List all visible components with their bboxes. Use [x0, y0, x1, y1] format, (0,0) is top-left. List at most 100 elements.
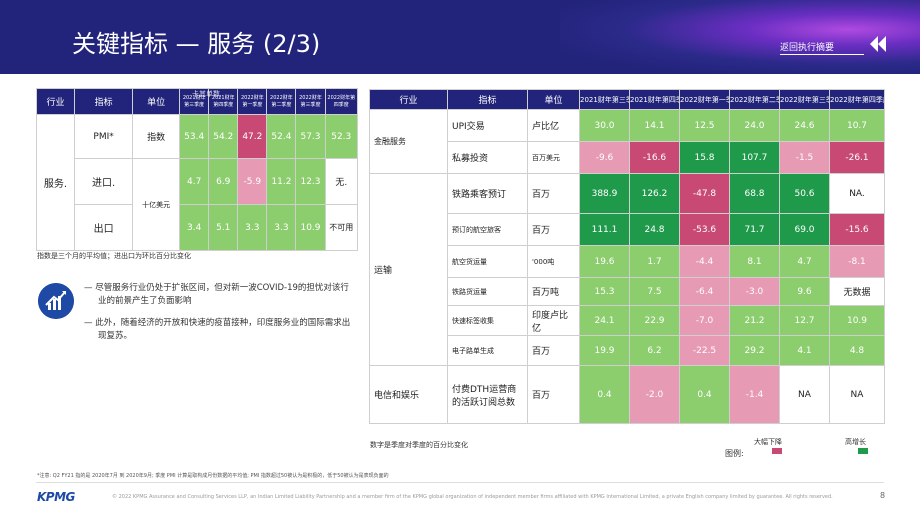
- col-header: 行业: [35, 88, 76, 115]
- value-cell: 4.7: [779, 245, 830, 278]
- value-cell: -16.6: [629, 141, 680, 174]
- value-cell: 10.9: [829, 305, 885, 336]
- value-cell: 30.0: [579, 109, 630, 142]
- back-to-summary-link[interactable]: 返回执行摘要: [780, 40, 864, 55]
- value-cell: 22.9: [629, 305, 680, 336]
- value-cell: 52.4: [266, 114, 297, 159]
- sector-cell: 金融服务: [369, 109, 448, 174]
- services-pmi-table: 行业 指标 单位 2021财年第三季度 2021财年第四季度 2022财年第一季…: [35, 88, 359, 251]
- value-cell: 111.1: [579, 213, 630, 246]
- legend-growth-swatch: [858, 448, 868, 454]
- indicator-cell: 付费DTH运营商的活跃订阅总数: [447, 365, 528, 424]
- col-header: 2022财年第三季度: [779, 89, 830, 110]
- indicator-cell: 出口: [74, 204, 134, 251]
- col-header: 指标: [74, 88, 134, 115]
- value-cell: 15.8: [679, 141, 730, 174]
- col-header: 2022财年第二季度: [729, 89, 780, 110]
- legend-decline-label: 大幅下降: [754, 438, 782, 446]
- value-cell: 0.4: [579, 365, 630, 424]
- col-header: 2021财年第三季度: [179, 88, 210, 115]
- unit-cell: 十亿美元: [132, 158, 181, 251]
- value-cell: 10.9: [295, 204, 326, 251]
- col-header: 2021财年第四季度: [208, 88, 239, 115]
- value-cell: -1.5: [779, 141, 830, 174]
- value-cell: 无.: [324, 158, 359, 205]
- value-cell: 19.6: [579, 245, 630, 278]
- value-cell: 7.5: [629, 277, 680, 306]
- value-cell: 不可用: [324, 204, 359, 251]
- value-cell: -3.0: [729, 277, 780, 306]
- value-cell: 0.4: [679, 365, 730, 424]
- value-cell: -8.1: [829, 245, 885, 278]
- value-cell: 3.3: [237, 204, 268, 251]
- value-cell: NA.: [829, 173, 885, 214]
- value-cell: -5.9: [237, 158, 268, 205]
- value-cell: 52.3: [324, 114, 359, 159]
- value-cell: -15.6: [829, 213, 885, 246]
- sector-cell: 运输: [369, 173, 448, 366]
- value-cell: 53.4: [179, 114, 210, 159]
- unit-cell: '000吨: [527, 245, 580, 278]
- header-banner: 关键指标 — 服务 (2/3) 返回执行摘要: [0, 0, 920, 74]
- value-cell: -26.1: [829, 141, 885, 174]
- overlay-label: 卡其单数: [192, 90, 220, 98]
- value-cell: 24.1: [579, 305, 630, 336]
- value-cell: 14.1: [629, 109, 680, 142]
- unit-cell: 印度卢比亿: [527, 305, 580, 336]
- indicator-cell: 快速标签收集: [447, 305, 528, 336]
- unit-cell: 百万: [527, 335, 580, 366]
- value-cell: 388.9: [579, 173, 630, 214]
- trend-chart-icon: [38, 283, 74, 319]
- value-cell: -1.4: [729, 365, 780, 424]
- value-cell: 21.2: [729, 305, 780, 336]
- unit-cell: 百万: [527, 213, 580, 246]
- value-cell: 8.1: [729, 245, 780, 278]
- col-header: 行业: [369, 89, 448, 110]
- sector-cell: 服务.: [35, 114, 76, 251]
- value-cell: NA: [829, 365, 885, 424]
- rewind-icon[interactable]: [869, 36, 887, 52]
- indicator-cell: UPI交易: [447, 109, 528, 142]
- col-header: 2021财年第四季度: [629, 89, 680, 110]
- legend-decline-swatch: [772, 448, 782, 454]
- unit-cell: 百万: [527, 365, 580, 424]
- value-cell: 19.9: [579, 335, 630, 366]
- col-header: 单位: [527, 89, 580, 110]
- value-cell: 47.2: [237, 114, 268, 159]
- sector-cell: 电信和娱乐: [369, 365, 448, 424]
- page-footnote: *注意: Q2 FY21 指的是 2020年7月 到 2020年9月; 季度 P…: [37, 473, 389, 479]
- indicator-cell: PMI*: [74, 114, 134, 159]
- indicator-cell: 私募投资: [447, 141, 528, 174]
- value-cell: 50.6: [779, 173, 830, 214]
- value-cell: 4.7: [179, 158, 210, 205]
- header-decoration: [560, 0, 920, 74]
- col-header: 2022财年第一季度: [679, 89, 730, 110]
- value-cell: -2.0: [629, 365, 680, 424]
- value-cell: 6.9: [208, 158, 239, 205]
- insight-bullet: — 此外，随着经济的开放和快速的疫苗接种，印度服务业的国际需求出现复苏。: [84, 318, 351, 341]
- value-cell: 69.0: [779, 213, 830, 246]
- left-table-footnote: 指数是三个月的平均值；进出口为环比百分比变化: [37, 252, 191, 260]
- footer-divider: [36, 482, 884, 483]
- value-cell: 无数据: [829, 277, 885, 306]
- unit-cell: 百万吨: [527, 277, 580, 306]
- right-table-footnote: 数字是季度对季度的百分比变化: [370, 441, 468, 449]
- value-cell: 3.4: [179, 204, 210, 251]
- value-cell: 5.1: [208, 204, 239, 251]
- value-cell: 29.2: [729, 335, 780, 366]
- value-cell: 15.3: [579, 277, 630, 306]
- col-header: 2022财年第四季度: [829, 89, 885, 110]
- value-cell: -53.6: [679, 213, 730, 246]
- col-header: 2022财年第三季度: [295, 88, 326, 115]
- value-cell: 71.7: [729, 213, 780, 246]
- col-header: 2022财年第四季度: [324, 88, 359, 115]
- copyright-text: © 2022 KPMG Assurance and Consulting Ser…: [112, 494, 833, 500]
- value-cell: 57.3: [295, 114, 326, 159]
- value-cell: 54.2: [208, 114, 239, 159]
- col-header: 指标: [447, 89, 528, 110]
- col-header: 2021财年第三季度: [579, 89, 630, 110]
- value-cell: 107.7: [729, 141, 780, 174]
- col-header: 单位: [132, 88, 181, 115]
- value-cell: 9.6: [779, 277, 830, 306]
- page-number: 8: [880, 491, 886, 500]
